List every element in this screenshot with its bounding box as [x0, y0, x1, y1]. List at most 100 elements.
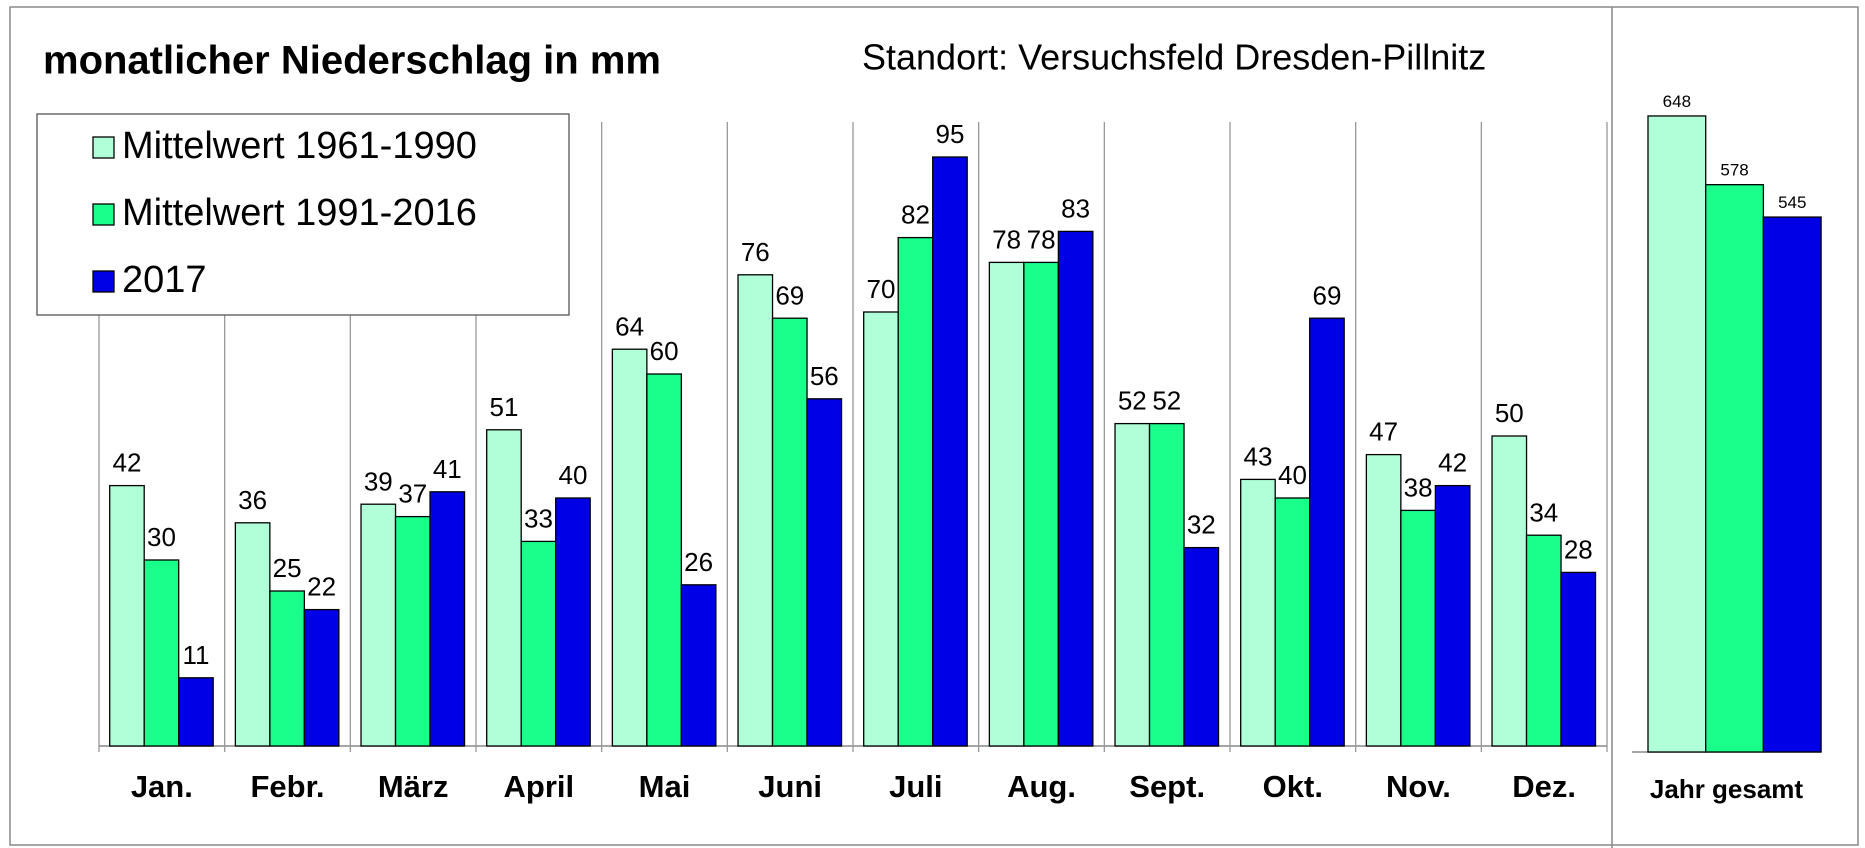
x-tick-label: Nov. [1386, 769, 1451, 804]
x-tick-label: Jahr gesamt [1650, 774, 1804, 804]
legend-swatch [92, 270, 115, 293]
bar [520, 540, 557, 747]
bar [178, 677, 214, 747]
bar [1148, 422, 1185, 747]
bar [1491, 435, 1528, 747]
data-label: 60 [650, 336, 679, 366]
bar [1365, 453, 1402, 747]
data-label: 70 [866, 274, 895, 304]
data-label: 76 [741, 237, 770, 267]
bar [1274, 497, 1311, 747]
legend-label: Mittelwert 1991-2016 [122, 192, 477, 234]
bar [1647, 115, 1707, 753]
bar [394, 515, 431, 747]
x-tick-label: Jan. [131, 769, 193, 804]
bar [1705, 184, 1765, 753]
data-label: 42 [112, 448, 141, 478]
bar [303, 608, 340, 747]
bar [269, 590, 306, 747]
data-label: 32 [1187, 510, 1216, 540]
data-label: 78 [992, 224, 1021, 254]
x-tick-label: Febr. [250, 769, 324, 804]
data-label: 25 [273, 553, 302, 583]
data-label: 69 [775, 280, 804, 310]
data-label: 43 [1243, 441, 1272, 471]
bar [429, 491, 466, 747]
bar [486, 429, 522, 747]
bar [611, 348, 648, 747]
bar [234, 522, 271, 747]
x-tick-label: April [504, 769, 575, 804]
data-label: 36 [238, 485, 267, 515]
data-label: 648 [1663, 92, 1691, 111]
frame [9, 6, 1859, 846]
data-label: 41 [433, 454, 462, 484]
legend-label: 2017 [122, 259, 207, 301]
bar [863, 311, 899, 747]
data-label: 52 [1118, 386, 1147, 416]
x-tick-label: Aug. [1007, 769, 1076, 804]
bar [360, 503, 397, 747]
data-label: 578 [1720, 161, 1748, 180]
bar [1762, 216, 1822, 753]
data-label: 38 [1404, 472, 1433, 502]
data-label: 33 [524, 503, 553, 533]
data-label: 22 [307, 572, 336, 602]
data-label: 83 [1061, 193, 1090, 223]
data-label: 34 [1529, 497, 1558, 527]
data-label: 47 [1369, 417, 1398, 447]
data-label: 40 [1278, 460, 1307, 490]
bar [1560, 571, 1597, 747]
bar [1023, 261, 1060, 747]
data-label: 50 [1495, 398, 1524, 428]
data-label: 26 [684, 547, 713, 577]
x-tick-label: Juni [758, 769, 822, 804]
chart-subtitle: Standort: Versuchsfeld Dresden-Pillnitz [862, 37, 1486, 78]
data-label: 82 [901, 200, 930, 230]
data-label: 40 [558, 460, 587, 490]
bar [932, 156, 968, 747]
data-label: 42 [1438, 448, 1467, 478]
data-label: 51 [489, 392, 518, 422]
x-tick-label: März [378, 769, 449, 804]
bar [1183, 546, 1220, 747]
x-tick-label: Juli [889, 769, 942, 804]
bar [1400, 509, 1437, 747]
data-label: 545 [1778, 193, 1806, 212]
bar [1434, 484, 1471, 747]
data-label: 78 [1027, 224, 1056, 254]
bar [771, 317, 808, 747]
legend-box [36, 113, 570, 316]
bar [555, 497, 591, 747]
bar [806, 398, 843, 747]
data-label: 56 [810, 361, 839, 391]
legend-swatch [92, 136, 115, 159]
bar [1309, 317, 1345, 747]
data-label: 64 [615, 311, 644, 341]
data-label: 39 [364, 466, 393, 496]
data-label: 52 [1152, 386, 1181, 416]
x-tick-label: Sept. [1129, 769, 1205, 804]
legend-label: Mittelwert 1961-1990 [122, 125, 477, 167]
chart-title: monatlicher Niederschlag in mm [43, 39, 661, 83]
data-label: 95 [935, 119, 964, 149]
bar [143, 559, 180, 747]
data-label: 37 [398, 479, 427, 509]
bar [1057, 230, 1094, 747]
data-label: 28 [1564, 534, 1593, 564]
x-tick-label: Dez. [1512, 769, 1576, 804]
bar [1114, 422, 1151, 747]
legend-swatch [92, 203, 115, 226]
x-tick-label: Mai [639, 769, 691, 804]
bar [1240, 478, 1276, 747]
bar [109, 484, 145, 747]
data-label: 30 [147, 522, 176, 552]
bar [737, 274, 774, 747]
bar [680, 584, 717, 747]
bar [646, 373, 683, 747]
data-label: 69 [1312, 280, 1341, 310]
data-label: 11 [182, 640, 209, 670]
bar [897, 236, 934, 747]
bar [1525, 534, 1562, 747]
